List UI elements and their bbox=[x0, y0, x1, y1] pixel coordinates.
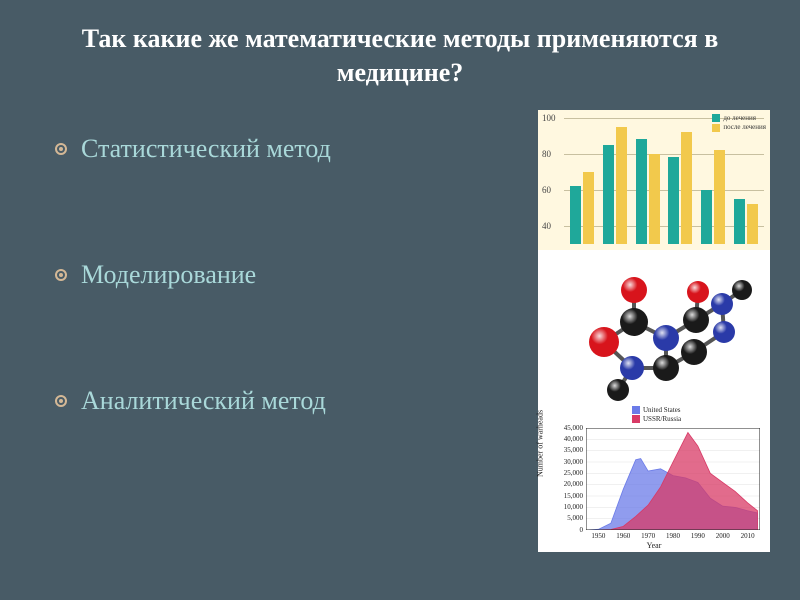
list-item: Моделирование bbox=[55, 260, 538, 290]
bullet-icon bbox=[55, 143, 67, 155]
bar-chart-panel: 406080100до леченияпосле лечения bbox=[538, 110, 770, 250]
slide-title: Так какие же математические методы приме… bbox=[0, 0, 800, 100]
methods-list: Статистический метод Моделирование Анали… bbox=[55, 110, 538, 552]
bullet-icon bbox=[55, 395, 67, 407]
list-item: Аналитический метод bbox=[55, 386, 538, 416]
list-item-label: Моделирование bbox=[81, 260, 256, 290]
molecule-panel bbox=[538, 250, 770, 402]
slide-content: Статистический метод Моделирование Анали… bbox=[0, 100, 800, 552]
image-panels: 406080100до леченияпосле лечения 05,0001… bbox=[538, 110, 770, 552]
list-item-label: Статистический метод bbox=[81, 134, 331, 164]
bullet-icon bbox=[55, 269, 67, 281]
area-chart-panel: 05,00010,00015,00020,00025,00030,00035,0… bbox=[538, 402, 770, 552]
list-item-label: Аналитический метод bbox=[81, 386, 326, 416]
list-item: Статистический метод bbox=[55, 134, 538, 164]
